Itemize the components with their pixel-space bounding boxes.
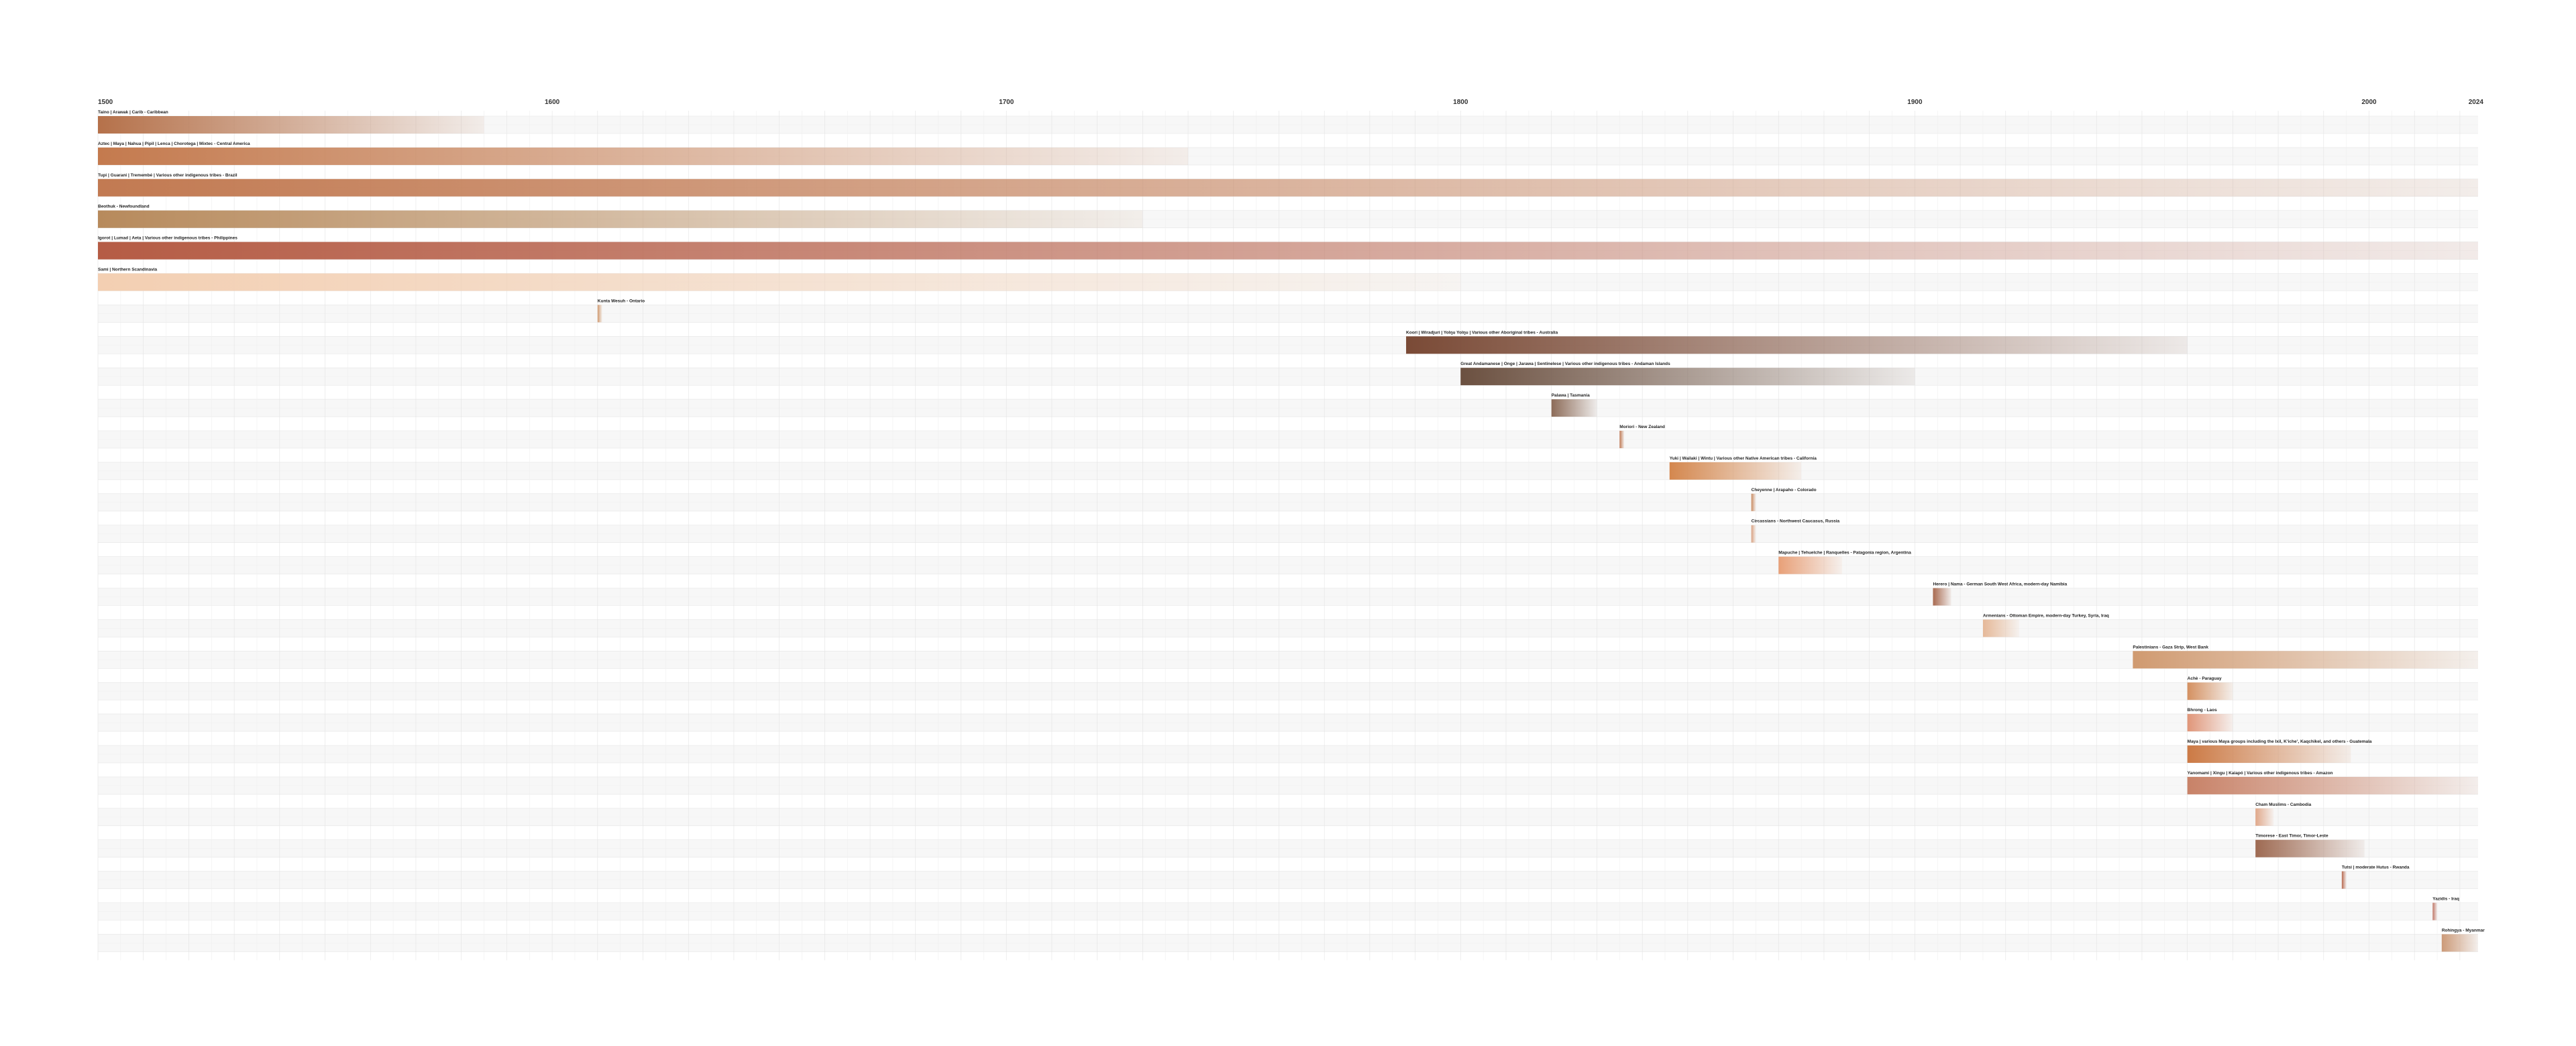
timeline-bar [1982,619,2020,637]
row-label: Taino | Arawak | Carib - Caribbean [98,110,168,115]
timeline-bar [1406,336,2188,354]
row-label: Timorese - East Timor, Timor-Leste [2255,834,2328,839]
row-label: Great Andamanese | Onge | Jarawa | Senti… [1460,362,1670,366]
row-label: Yuki | Wailaki | Wintu | Various other N… [1670,456,1817,461]
row-label: Igorot | Lumad | Aeta | Various other in… [98,236,237,241]
timeline-bar [98,178,2478,197]
timeline-bars: Taino | Arawak | Carib - Caribbean Aztec … [98,110,2485,952]
row-label: Sami | Northern Scandinavia [98,268,158,272]
timeline-bar [2441,934,2478,952]
row-label: Achè - Paraguay [2188,676,2222,681]
timeline-bar [1933,588,1951,606]
x-tick-label: 1900 [1907,99,1923,106]
timeline-bar [2187,714,2233,732]
timeline-bar [1751,525,1756,543]
row-label: Cham Muslims - Cambodia [2255,802,2311,807]
row-label: Bhrong - Laos [2188,708,2217,713]
row-label: Moriori - New Zealand [1619,425,1665,429]
timeline-bar [2187,776,2478,794]
timeline-bar [98,210,1143,228]
row-label: Rohingya - Myanmar [2442,928,2485,933]
row-label: Yanomami | Xingu | Kaiapó | Various othe… [2188,771,2333,776]
timeline-bar [98,242,2478,260]
timeline-bar [597,305,602,323]
x-axis: 1500 1600 1700 1800 1900 2000 2024 [98,99,2483,106]
timeline-bar [1551,399,1597,417]
timeline-bar [1669,462,1802,480]
row-label: Palawa | Tasmania [1552,393,1590,398]
row-label: Tutsi | moderate Hutus - Rwanda [2342,866,2410,870]
timeline-bar [2187,682,2233,700]
row-label: Aztec | Maya | Nahua | Pipil | Lenca | C… [98,142,250,146]
x-tick-label: 1600 [545,99,560,106]
timeline-bar [1751,493,1756,511]
timeline-bar [2255,839,2365,857]
row-label: Maya | various Maya groups including the… [2188,739,2372,744]
x-tick-label: 2000 [2361,99,2377,106]
row-label: Mapuche | Tehuelche | Ranquelles - Patag… [1778,551,1911,556]
timeline-bar [2187,745,2351,763]
row-label: Palestinians - Gaza Strip, West Bank [2133,645,2208,649]
timeline-bar [1460,368,1915,386]
row-label: Beothuk - Newfoundland [98,205,150,209]
row-label: Kunta Wesuh - Ontario [598,299,645,303]
row-label: Yazidis - Iraq [2432,897,2459,902]
x-tick-label: 1500 [98,99,113,106]
timeline-bar [2255,808,2274,826]
timeline-bar [2432,902,2438,921]
row-label: Koori | Wiradjuri | Yolŋu Yolŋu | Variou… [1406,330,1558,335]
row-label: Tupi | Guarani | Tremembé | Various othe… [98,173,237,178]
row-label: Circassians - Northwest Caucasus, Russia [1752,519,1840,524]
x-tick-label: 1800 [1453,99,1468,106]
timeline-bar [98,116,484,134]
timeline-bar [98,147,1189,165]
x-tick-label: 2024 [2469,99,2484,106]
row-label: Herero | Nama - German South West Africa… [1933,582,2067,587]
timeline-bar [98,273,1461,291]
timeline-bar [1619,431,1625,448]
grid [97,111,2478,961]
row-label: Armenians - Ottoman Empire, modern-day T… [1983,613,2109,618]
timeline-bar [1778,556,1843,574]
timeline-bar [2341,871,2347,889]
x-tick-label: 1700 [999,99,1014,106]
row-label: Cheyenne | Arapaho - Colorado [1752,488,1817,492]
timeline-bar [2133,651,2478,669]
